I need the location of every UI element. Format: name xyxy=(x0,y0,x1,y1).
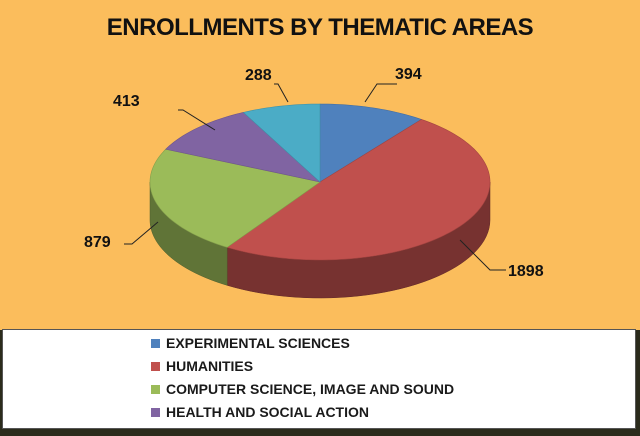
chart-title: ENROLLMENTS BY THEMATIC AREAS xyxy=(106,14,534,41)
legend-label: HUMANITIES xyxy=(166,358,254,374)
leader-line xyxy=(274,83,289,103)
slice-other xyxy=(242,103,321,183)
data-label-288: 288 xyxy=(245,67,272,84)
data-label-413: 413 xyxy=(113,93,140,110)
legend-label: COMPUTER SCIENCE, IMAGE AND SOUND xyxy=(166,381,455,397)
slice-humanities xyxy=(226,119,491,261)
legend-swatch xyxy=(151,338,160,348)
chart-area: ENROLLMENTS BY THEMATIC AREAS 394 1898 879… xyxy=(0,0,640,330)
leader-line xyxy=(178,109,216,131)
slice-health-social-action xyxy=(165,112,322,183)
legend-swatch xyxy=(151,361,160,371)
legend-item-computer-science: COMPUTER SCIENCE, IMAGE AND SOUND xyxy=(151,379,454,399)
legend-swatch xyxy=(151,407,160,417)
data-label-879: 879 xyxy=(84,234,111,251)
pie-chart: 394 1898 879 413 288 xyxy=(84,66,544,299)
legend-item-humanities: HUMANITIES xyxy=(151,356,253,376)
legend-item-experimental-sciences: EXPERIMENTAL SCIENCES xyxy=(151,333,350,353)
legend-label: EXPERIMENTAL SCIENCES xyxy=(166,335,350,351)
pie-top xyxy=(149,103,491,261)
leader-line xyxy=(459,239,506,271)
data-labels: 394 1898 879 413 288 xyxy=(84,66,544,280)
legend: EXPERIMENTAL SCIENCES HUMANITIES COMPUTE… xyxy=(2,329,636,429)
legend-item-health-social-action: HEALTH AND SOCIAL ACTION xyxy=(151,402,369,422)
legend-label: HEALTH AND SOCIAL ACTION xyxy=(166,404,369,420)
data-label-394: 394 xyxy=(395,66,422,83)
slice-experimental-sciences xyxy=(319,103,423,183)
slice-computer-science xyxy=(149,148,321,248)
leader-line xyxy=(364,83,397,103)
leader-line xyxy=(124,221,159,245)
data-label-1898: 1898 xyxy=(508,263,544,280)
legend-swatch xyxy=(151,384,160,394)
